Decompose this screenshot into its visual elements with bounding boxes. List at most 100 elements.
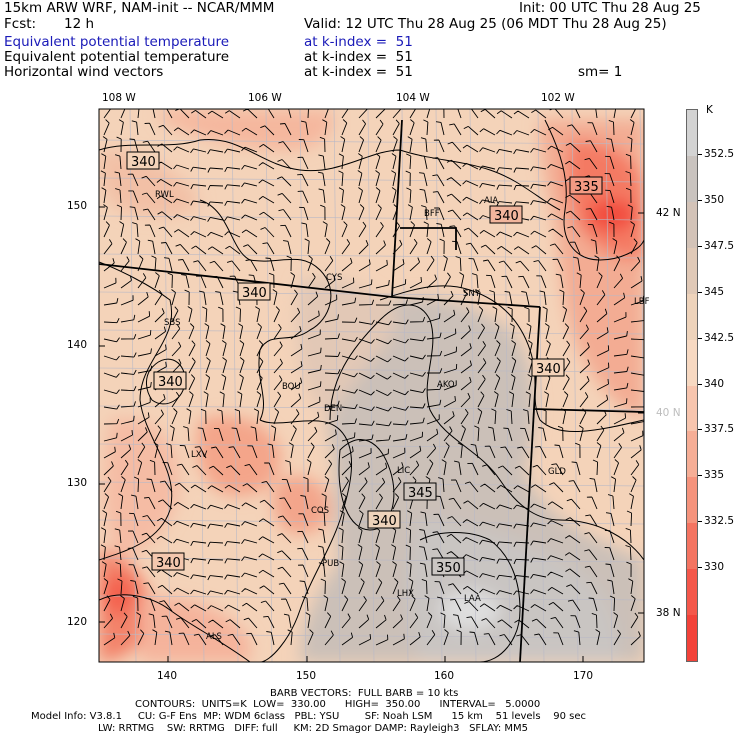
field-2-name: Equivalent potential temperature <box>4 49 230 65</box>
x-label-160: 160 <box>434 670 455 682</box>
contour-label: 350 <box>436 561 461 576</box>
station-label: CYS <box>326 273 342 283</box>
station-label: GLD <box>548 467 566 477</box>
smoothing-label: sm= 1 <box>578 64 623 80</box>
forecast-hour: 12 h <box>64 16 95 32</box>
contour-label: 340 <box>156 556 181 571</box>
field-2-level: at k-index = 51 <box>304 49 413 65</box>
colorbar-tick <box>698 383 702 385</box>
station-label: PUB <box>322 559 339 569</box>
lon-label-102: 102 W <box>541 92 575 104</box>
colorbar-band <box>687 477 697 524</box>
station-label: SBS <box>164 318 180 328</box>
station-label: LXV <box>191 450 208 460</box>
colorbar-tick-label: 350 <box>704 193 725 206</box>
lat-label-38: 38 N <box>656 607 681 619</box>
field-1-name: Equivalent potential temperature <box>4 34 230 50</box>
y-label-140: 140 <box>67 339 88 351</box>
field-3-level: at k-index = 51 <box>304 64 413 80</box>
station-label: LIC <box>397 466 410 476</box>
lon-label-106: 106 W <box>248 92 282 104</box>
colorbar-tick-label: 332.5 <box>704 515 735 528</box>
contour-labels: 340 340 340 340 340 340 335 345 350 340 <box>126 151 603 576</box>
x-label-170: 170 <box>573 670 594 682</box>
model-info-line-1: Model Info: V3.8.1 CU: G-F Ens MP: WDM 6… <box>31 711 587 722</box>
colorbar-tick <box>698 429 702 431</box>
colorbar-band <box>687 247 697 295</box>
station-label: LAA <box>464 594 481 604</box>
colorbar <box>686 109 698 662</box>
colorbar-tick-label: 340 <box>704 377 725 390</box>
x-label-150: 150 <box>296 670 317 682</box>
lon-label-104: 104 W <box>396 92 430 104</box>
colorbar-band <box>687 431 697 478</box>
barb-field <box>100 109 644 646</box>
valid-time: Valid: 12 UTC Thu 28 Aug 25 (06 MDT Thu … <box>304 16 667 32</box>
contour-label: 340 <box>536 362 561 377</box>
colorbar-band <box>687 110 697 157</box>
colorbar-tick-label: 330 <box>704 561 725 574</box>
colorbar-band <box>687 339 697 386</box>
wind-barbs <box>100 109 644 646</box>
colorbar-tick <box>698 199 702 201</box>
contour-label: 340 <box>131 155 156 170</box>
field-1-level: at k-index = 51 <box>304 34 413 50</box>
field-3-name: Horizontal wind vectors <box>4 64 164 80</box>
station-label: RWL <box>155 190 174 200</box>
theta-e-contours <box>99 119 644 662</box>
colorbar-tick <box>698 521 702 523</box>
colorbar-tick <box>698 337 702 339</box>
colorbar-tick-label: 347.5 <box>704 239 735 252</box>
colorbar-tick-label: 352.5 <box>704 148 735 160</box>
station-label: DEN <box>324 404 342 414</box>
colorbar-band <box>687 155 697 203</box>
station-label: COS <box>311 506 329 516</box>
colorbar-tick <box>698 154 702 155</box>
colorbar-tick <box>698 245 702 247</box>
contour-label: 340 <box>372 514 397 529</box>
colorbar-tick-label: 345 <box>704 285 725 298</box>
init-time: Init: 00 UTC Thu 28 Aug 25 <box>519 0 701 16</box>
model-title: 15km ARW WRF, NAM-init -- NCAR/MMM <box>4 0 275 16</box>
colorbar-band <box>687 293 697 341</box>
contour-label: 340 <box>242 286 267 301</box>
lon-label-108: 108 W <box>102 92 136 104</box>
contour-label: 345 <box>408 486 433 501</box>
station-labels: RWL BFF AIA CYS SNY SBS DEN BOU AKO LXV … <box>155 190 650 642</box>
station-label: LBF <box>634 297 650 307</box>
station-label: BFF <box>424 209 440 219</box>
y-label-120: 120 <box>67 616 88 628</box>
colorbar-band <box>687 523 697 570</box>
barb-legend: BARB VECTORS: FULL BARB = 10 kts <box>270 688 459 699</box>
axis-ticks <box>99 206 644 662</box>
colorbar-tick-label: 342.5 <box>704 331 735 344</box>
model-info-line-2: LW: RRTMG SW: RRTMG DIFF: full KM: 2D Sm… <box>98 723 528 734</box>
contour-label: 340 <box>494 209 519 224</box>
colorbar-tick-label: 337.5 <box>704 423 735 436</box>
station-label: AKO <box>437 380 455 390</box>
shaded-field <box>99 109 644 662</box>
colorbar-unit: K <box>706 104 713 116</box>
x-label-140: 140 <box>157 670 178 682</box>
y-label-150: 150 <box>67 200 88 212</box>
lat-label-42: 42 N <box>656 207 681 219</box>
station-label: ALS <box>206 632 222 642</box>
colorbar-tick-label: 335 <box>704 469 725 482</box>
colorbar-tick <box>698 291 702 293</box>
map-frame <box>98 108 645 663</box>
contour-legend: CONTOURS: UNITS=K LOW= 330.00 HIGH= 350.… <box>135 699 541 710</box>
station-label: AIA <box>484 196 498 206</box>
station-label: LHX <box>397 589 414 599</box>
colorbar-band <box>687 201 697 249</box>
colorbar-band <box>687 569 697 616</box>
station-label: BOU <box>282 382 301 392</box>
colorbar-tick <box>698 567 702 569</box>
lat-label-40: 40 N <box>656 407 681 419</box>
y-label-130: 130 <box>67 477 88 489</box>
colorbar-band <box>687 385 697 432</box>
colorbar-band <box>687 615 697 662</box>
contour-label: 335 <box>574 180 599 195</box>
contour-label: 340 <box>158 375 183 390</box>
colorbar-tick <box>698 475 702 477</box>
